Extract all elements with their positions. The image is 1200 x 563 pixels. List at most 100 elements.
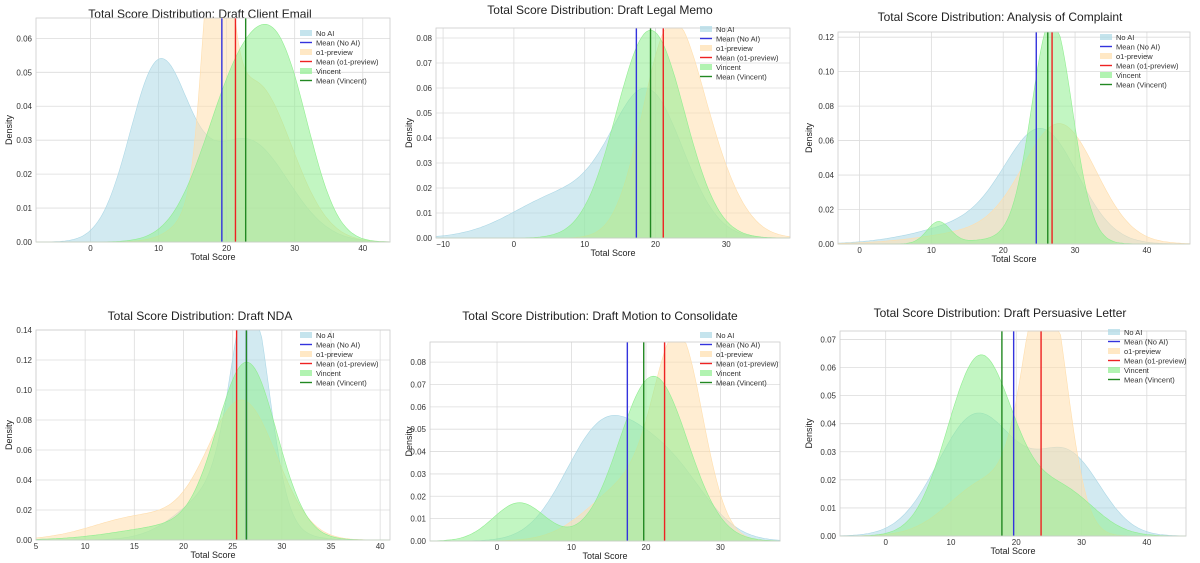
y-tick-label: 0.10: [818, 68, 834, 77]
y-tick-label: 0.00: [818, 240, 834, 249]
x-tick-label: 30: [277, 542, 286, 551]
chart-panel-analysis-of-complaint: Total Score Distribution: Analysis of Co…: [800, 0, 1200, 282]
legend-label: o1-preview: [316, 48, 353, 57]
legend-label: Mean (o1-preview): [316, 58, 379, 67]
y-tick-label: 0.04: [410, 448, 426, 457]
y-tick-label: 0.01: [410, 515, 426, 524]
x-axis-label: Total Score: [991, 254, 1036, 264]
legend-swatch: [300, 370, 312, 376]
y-tick-label: 0.00: [416, 234, 432, 243]
legend-swatch: [300, 68, 312, 74]
x-tick-label: 30: [716, 543, 725, 552]
legend-label: Vincent: [316, 67, 342, 76]
x-tick-label: 10: [580, 240, 589, 249]
y-tick-label: 0.02: [410, 492, 426, 501]
legend-label: Mean (Vincent): [316, 77, 367, 86]
y-tick-label: 0.01: [820, 504, 836, 513]
x-tick-label: 15: [130, 542, 139, 551]
y-tick-label: 0.06: [410, 403, 426, 412]
legend-label: Mean (No AI): [1116, 43, 1161, 52]
x-axis-label: Total Score: [190, 550, 235, 560]
plot-frame: [839, 330, 1187, 537]
legend-label: No AI: [716, 331, 734, 340]
y-tick-label: 0.03: [416, 159, 432, 168]
x-tick-label: 10: [567, 543, 576, 552]
y-tick-label: 0.07: [820, 335, 836, 344]
chart-title: Total Score Distribution: Draft Legal Me…: [487, 3, 713, 17]
x-tick-label: 10: [947, 538, 956, 547]
legend-label: No AI: [316, 29, 334, 38]
chart-panel-legal-memo: Total Score Distribution: Draft Legal Me…: [400, 0, 800, 282]
x-tick-label: −10: [436, 240, 450, 249]
legend-label: Mean (Vincent): [1124, 376, 1175, 385]
legend-label: Vincent: [316, 369, 342, 378]
x-tick-label: 0: [512, 240, 517, 249]
y-tick-label: 0.00: [16, 238, 32, 247]
x-tick-label: 40: [376, 542, 385, 551]
legend-swatch: [1100, 72, 1112, 78]
legend-swatch: [300, 30, 312, 36]
x-tick-label: 0: [857, 246, 862, 255]
x-tick-label: 10: [154, 244, 163, 253]
legend-label: Mean (o1-preview): [1116, 62, 1179, 71]
chart-svg: 5 10 15 20 25 30 35 40 0.00 0.02 0.04 0.06 0.08 0.10 0…: [4, 326, 391, 560]
x-tick-label: 35: [327, 542, 336, 551]
y-tick-label: 0.05: [410, 425, 426, 434]
legend-label: Mean (No AI): [316, 341, 361, 350]
legend-swatch: [700, 64, 712, 70]
legend-label: o1-preview: [716, 44, 753, 53]
legend-label: Mean (o1-preview): [1124, 357, 1187, 366]
legend-swatch: [1100, 53, 1112, 59]
chart-svg: −10 0 10 20 30 0.00 0.01 0.02 0.03 0.04 0.05 0.06 0.…: [404, 25, 791, 258]
legend-label: Mean (o1-preview): [716, 54, 779, 63]
x-tick-label: 25: [228, 542, 237, 551]
y-tick-label: 0.04: [820, 420, 836, 429]
legend-label: Mean (o1-preview): [316, 360, 379, 369]
y-tick-label: 0.00: [820, 532, 836, 541]
legend-label: Vincent: [1116, 71, 1142, 80]
legend-label: Mean (No AI): [316, 39, 361, 48]
legend-label: No AI: [316, 331, 334, 340]
legend-swatch: [700, 351, 712, 357]
legend-label: Mean (Vincent): [316, 379, 367, 388]
chart-svg: 0 10 20 30 0.00 0.01 0.02 0.03 0.04 0.05 0.06 0.07 0…: [404, 331, 781, 561]
y-tick-label: 0.06: [416, 84, 432, 93]
x-tick-label: 0: [88, 244, 93, 253]
x-tick-label: 10: [81, 542, 90, 551]
y-axis-label: Density: [804, 122, 814, 153]
y-tick-label: 0.06: [818, 137, 834, 146]
y-tick-label: 0.00: [410, 537, 426, 546]
x-tick-label: 20: [999, 246, 1008, 255]
y-tick-label: 0.01: [416, 209, 432, 218]
y-tick-label: 0.02: [818, 206, 834, 215]
legend-swatch: [300, 49, 312, 55]
y-tick-label: 0.05: [16, 68, 32, 77]
chart-svg: 0 10 20 30 40 0.00 0.01 0.02 0.03 0.04 0.05 0.06 Tot…: [4, 17, 391, 262]
legend-label: No AI: [1116, 33, 1134, 42]
y-axis-label: Density: [4, 114, 14, 145]
y-tick-label: 0.04: [16, 102, 32, 111]
x-tick-label: 40: [1142, 538, 1151, 547]
density-area-o1-preview: [837, 123, 1191, 245]
plot-frame: [429, 341, 781, 542]
x-tick-label: 30: [290, 244, 299, 253]
x-tick-label: 30: [722, 240, 731, 249]
y-tick-label: 0.02: [16, 506, 32, 515]
x-axis-label: Total Score: [590, 248, 635, 258]
plot-frame: [35, 17, 391, 243]
y-tick-label: 0.00: [16, 536, 32, 545]
legend-label: Mean (No AI): [716, 341, 761, 350]
legend-label: Vincent: [716, 369, 742, 378]
legend-swatch: [300, 332, 312, 338]
y-tick-label: 0.06: [16, 34, 32, 43]
x-axis-label: Total Score: [582, 551, 627, 561]
chart-svg: 0 10 20 30 40 0.00 0.01 0.02 0.03 0.04 0.05 0.06 0.0…: [804, 328, 1187, 556]
legend-label: Mean (Vincent): [716, 73, 767, 82]
legend-label: No AI: [1124, 328, 1142, 337]
x-tick-label: 40: [1142, 246, 1151, 255]
y-tick-label: 0.05: [820, 392, 836, 401]
x-tick-label: 30: [1071, 246, 1080, 255]
chart-title: Total Score Distribution: Draft Client E…: [88, 7, 312, 21]
x-tick-label: 20: [642, 543, 651, 552]
chart-title: Total Score Distribution: Draft Persuasi…: [873, 306, 1127, 320]
